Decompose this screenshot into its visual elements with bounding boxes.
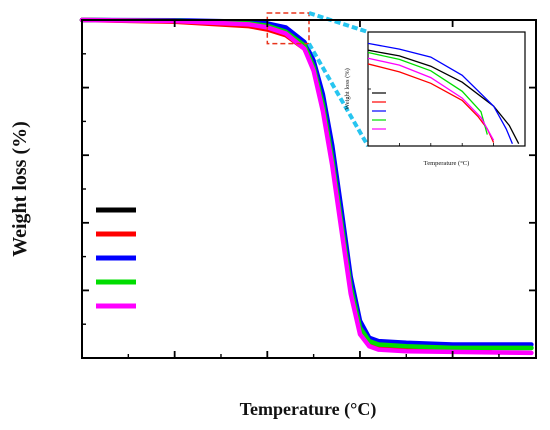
zoom-connectors [266, 11, 370, 147]
zoom-connector-bottom [307, 42, 370, 147]
inset-series-line-3 [368, 42, 513, 144]
main-curves [79, 17, 534, 356]
inset-series-line-1 [368, 49, 520, 144]
inset-frame [367, 31, 526, 147]
series-line-5 [79, 17, 534, 356]
main-legend [96, 207, 136, 309]
inset-legend [372, 92, 386, 130]
inset-curves [368, 42, 520, 144]
inset-plot [367, 31, 526, 147]
zoom-connector-top [308, 11, 369, 34]
inset-x-axis-title: Temperature (°C) [424, 160, 470, 167]
inset-y-axis-title: Weight loss (%) [344, 68, 351, 110]
zoom-box [266, 12, 310, 45]
y-axis-title: Weight loss (%) [9, 121, 31, 257]
inset-series-line-4 [368, 51, 488, 135]
main-axes [81, 19, 537, 359]
inset-series-line-5 [368, 57, 495, 141]
x-axis-title: Temperature (°C) [240, 399, 377, 420]
